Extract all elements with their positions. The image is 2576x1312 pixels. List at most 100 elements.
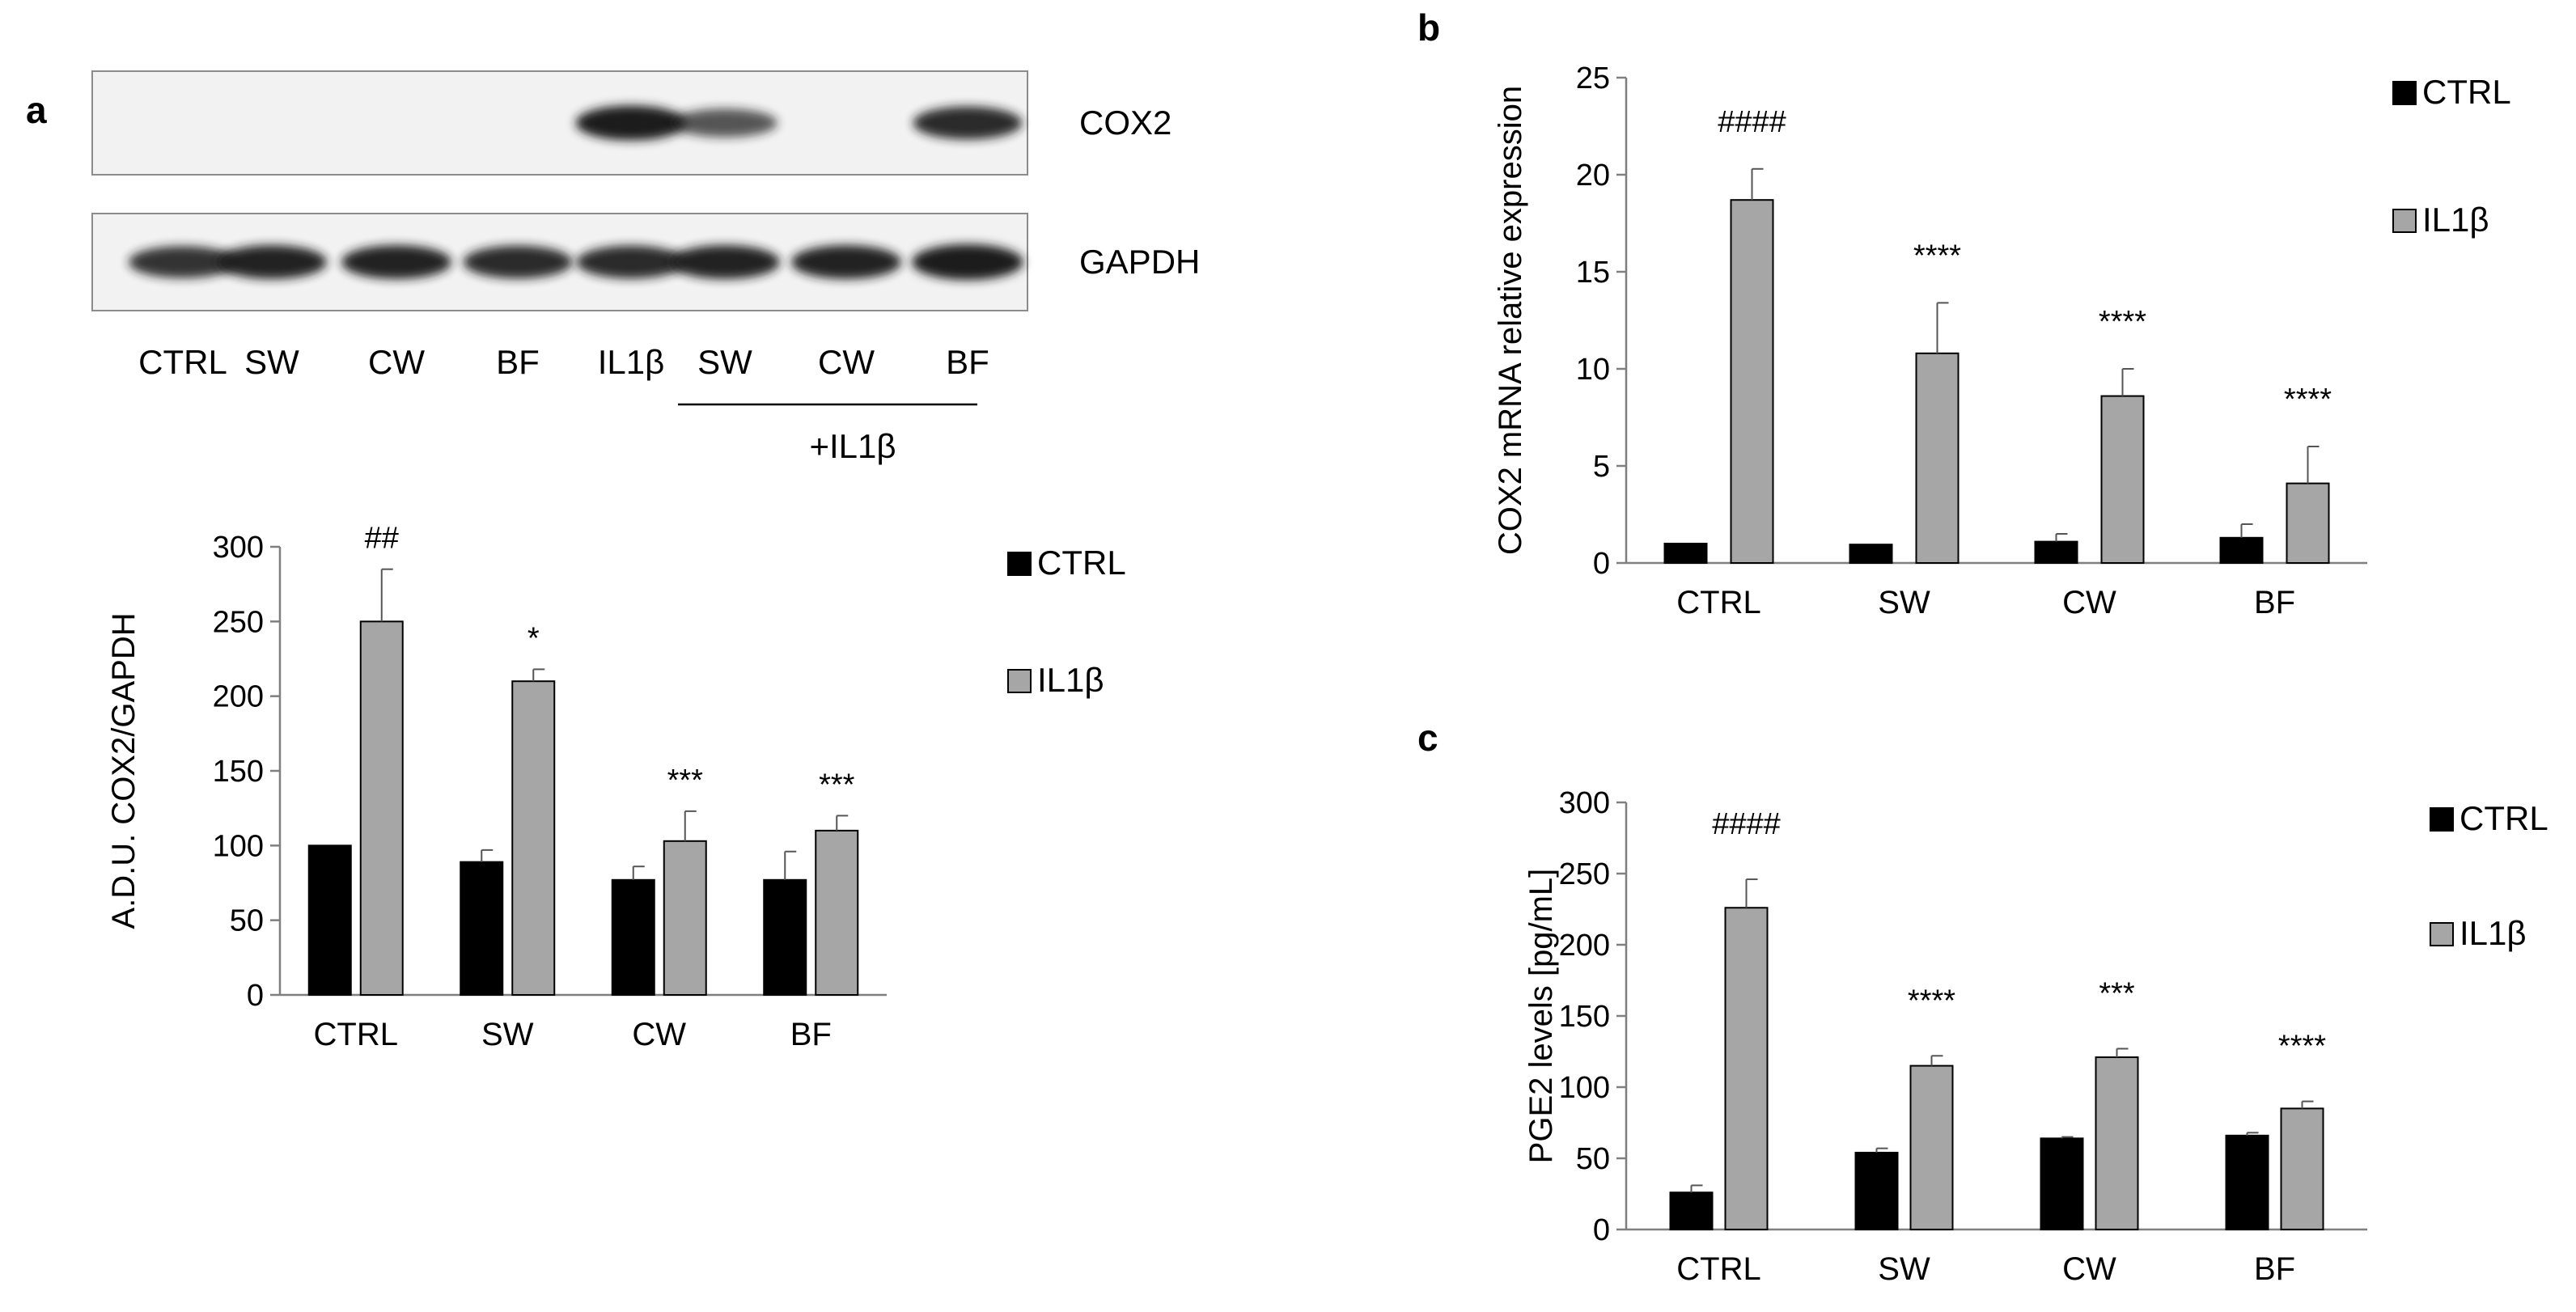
y-tick-label: 300 — [1559, 786, 1610, 820]
bar-il1b — [1730, 199, 1774, 564]
legend-swatch-ctrl — [1007, 552, 1032, 576]
y-tick-label: 250 — [213, 605, 264, 639]
blot-band — [672, 108, 777, 138]
x-category-label: CTRL — [1676, 1251, 1760, 1287]
panel-letter-b: b — [1417, 6, 1440, 49]
significance-label: **** — [1913, 239, 1961, 273]
bar-il1b — [1724, 907, 1769, 1230]
legend-swatch-il1b — [1007, 669, 1032, 693]
significance-label: **** — [2099, 305, 2146, 339]
y-tick-label: 0 — [247, 979, 264, 1013]
y-tick-label: 200 — [213, 680, 264, 714]
significance-label: **** — [2284, 383, 2332, 417]
y-tick-label: 5 — [1593, 450, 1610, 484]
y-tick-label: 50 — [230, 904, 264, 938]
y-tick-label: 100 — [213, 829, 264, 863]
y-tick-label: 20 — [1576, 159, 1610, 193]
blot-band — [576, 245, 686, 279]
x-category-label: SW — [1878, 1251, 1930, 1287]
blot-lane-label: CTRL — [138, 343, 227, 381]
blot-lane-label: IL1β — [598, 343, 665, 381]
blot-band — [341, 245, 451, 279]
legend-label: IL1β — [2422, 201, 2489, 239]
bar-ctrl — [2034, 540, 2078, 564]
bar-il1b — [2280, 1107, 2324, 1231]
y-tick-label: 10 — [1576, 353, 1610, 387]
panel-letter-a: a — [26, 89, 47, 131]
x-category-label: SW — [481, 1017, 534, 1052]
legend-swatch-ctrl — [2430, 807, 2454, 832]
chart-a-cox2-adu: 0 50 100 150 200 250 300 A.D.U. COX2/GAPDH ## CTR… — [106, 522, 1126, 1052]
y-tick-label: 50 — [1576, 1142, 1610, 1176]
x-category-label: CTRL — [314, 1017, 398, 1052]
bar-il1b — [815, 829, 859, 997]
blot-lane-label: CW — [368, 343, 425, 381]
significance-label: #### — [1712, 807, 1781, 841]
legend-label: CTRL — [2459, 799, 2548, 837]
significance-label: *** — [2099, 976, 2135, 1010]
significance-label: *** — [667, 764, 704, 798]
y-axis-label: PGE2 levels [pg/mL] — [1523, 869, 1559, 1164]
legend-label: CTRL — [2422, 73, 2511, 111]
blot-band — [670, 245, 780, 279]
blot-band — [575, 105, 687, 141]
bar-ctrl — [2225, 1134, 2269, 1230]
blot-lane-label: BF — [496, 343, 540, 381]
blot-band — [129, 246, 237, 278]
y-tick-label: 250 — [1559, 857, 1610, 891]
x-category-label: CW — [632, 1017, 686, 1052]
x-category-label: BF — [790, 1017, 832, 1052]
blot-band — [791, 245, 901, 279]
significance-label: **** — [2278, 1030, 2326, 1064]
panel-letter-c: c — [1417, 717, 1438, 759]
bar-il1b — [1909, 1064, 1954, 1230]
bar-ctrl — [763, 878, 807, 996]
legend-swatch-il1b — [2430, 922, 2454, 946]
y-tick-label: 15 — [1576, 256, 1610, 290]
bar-il1b — [2095, 1056, 2139, 1231]
blot-row-label: COX2 — [1079, 104, 1171, 142]
chart-b-cox2-mrna: 0 5 10 15 20 25 COX2 mRNA relative expression #… — [1493, 61, 2511, 620]
blot-band — [463, 245, 573, 279]
x-category-label: CW — [2062, 585, 2116, 620]
y-tick-label: 300 — [213, 531, 264, 565]
bar-il1b — [663, 840, 707, 996]
treatment-label: +IL1β — [809, 427, 896, 465]
y-tick-label: 100 — [1559, 1071, 1610, 1105]
legend-label: CTRL — [1037, 544, 1126, 582]
bar-ctrl — [1854, 1151, 1899, 1230]
y-tick-label: 0 — [1593, 547, 1610, 581]
bar-il1b — [1915, 352, 1960, 564]
x-category-label: BF — [2254, 1251, 2295, 1287]
chart-c-pge2: 0 50 100 150 200 250 300 PGE2 levels [pg/mL] ###… — [1523, 786, 2548, 1287]
legend-swatch-ctrl — [2392, 81, 2417, 105]
blot-row-label: GAPDH — [1079, 243, 1200, 281]
blot-band — [912, 244, 1023, 280]
blot-membrane-cox2 — [91, 70, 1028, 176]
bar-ctrl — [2219, 536, 2264, 564]
y-axis-label: A.D.U. COX2/GAPDH — [106, 612, 142, 929]
blot-band — [217, 245, 327, 279]
y-tick-label: 150 — [1559, 1000, 1610, 1034]
bar-il1b — [511, 680, 556, 996]
blot-lane-label: SW — [244, 343, 299, 381]
significance-label: *** — [819, 768, 855, 802]
y-tick-label: 25 — [1576, 61, 1610, 95]
legend-label: IL1β — [2459, 914, 2527, 952]
significance-label: **** — [1908, 984, 1955, 1018]
blot-lane-label: CW — [818, 343, 875, 381]
bar-il1b — [359, 620, 404, 996]
blot-lane-label: BF — [946, 343, 989, 381]
x-category-label: SW — [1878, 585, 1930, 620]
legend-label: IL1β — [1037, 661, 1104, 699]
bar-ctrl — [460, 861, 504, 996]
significance-label: #### — [1718, 105, 1786, 139]
y-tick-label: 200 — [1559, 929, 1610, 963]
blot-lane-label: SW — [697, 343, 752, 381]
bar-ctrl — [1669, 1191, 1714, 1230]
bar-ctrl — [307, 844, 352, 997]
significance-label: * — [527, 621, 540, 655]
x-category-label: CW — [2062, 1251, 2116, 1287]
significance-label: ## — [365, 522, 399, 556]
